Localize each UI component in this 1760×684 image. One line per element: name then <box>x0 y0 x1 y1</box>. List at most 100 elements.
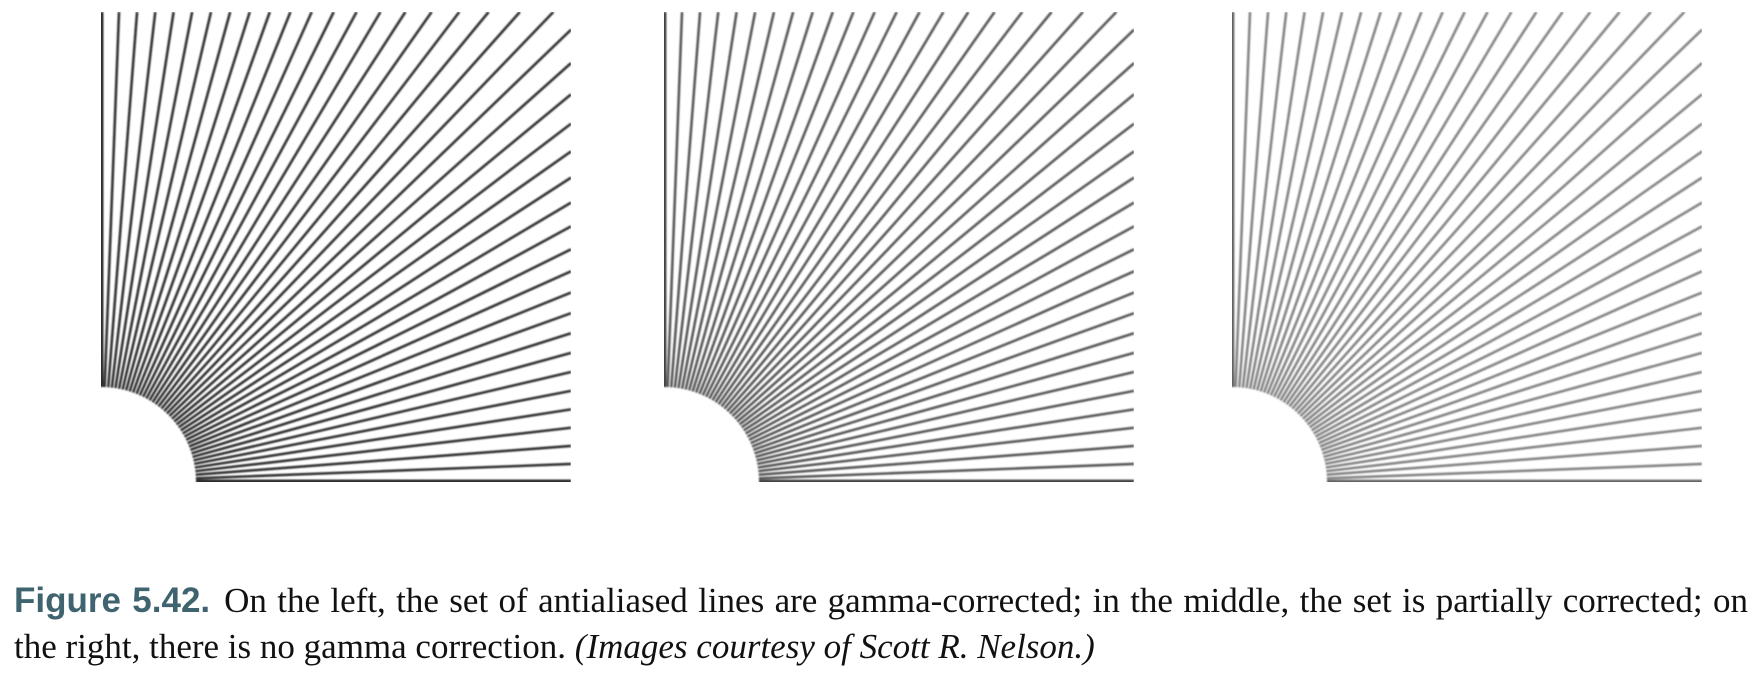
fan-line <box>195 462 571 480</box>
fan-line <box>680 12 757 389</box>
fan-line <box>1304 93 1702 423</box>
fan-line <box>173 93 571 423</box>
fan-line <box>744 201 1134 435</box>
fan-line <box>177 150 571 429</box>
fan-line <box>128 12 251 392</box>
caption-credit: (Images courtesy of Scott R. Nelson.) <box>574 627 1095 666</box>
fan-line <box>1241 12 1288 388</box>
fan-line <box>694 12 835 394</box>
fan-line <box>1269 12 1444 396</box>
fan-line <box>121 12 213 390</box>
fan-line <box>193 370 571 462</box>
fan-line <box>734 62 1134 420</box>
fan-line <box>183 225 571 438</box>
fan-line <box>1299 28 1702 418</box>
fan-line <box>717 12 996 406</box>
fan-line <box>743 176 1134 432</box>
antialiased-lines-no-correction <box>1232 12 1702 482</box>
fan-line <box>145 12 358 400</box>
fan-line <box>666 12 684 388</box>
figure-caption: Figure 5.42. On the left, the set of anti… <box>14 578 1748 670</box>
fan-line <box>1234 12 1252 388</box>
fan-line <box>191 332 571 455</box>
fan-line <box>751 291 1134 448</box>
fan-line <box>1294 12 1652 412</box>
fan-line <box>714 12 970 403</box>
fan-line <box>138 12 313 396</box>
fan-line <box>181 201 571 435</box>
fan-line <box>180 176 571 432</box>
fan-line <box>731 28 1134 418</box>
fan-line <box>736 93 1134 423</box>
fan-line <box>1312 201 1702 435</box>
fan-line <box>752 311 1134 452</box>
fan-line <box>124 12 232 391</box>
fan-line <box>168 28 571 418</box>
fan-line <box>1326 462 1702 480</box>
fan-line <box>1252 12 1344 390</box>
fan-line <box>740 150 1134 429</box>
fan-line <box>151 12 407 403</box>
fan-line <box>188 291 571 448</box>
fan-line <box>698 12 855 395</box>
fan-line <box>738 122 1134 426</box>
fan-line <box>1311 176 1702 432</box>
fan-line <box>141 12 335 398</box>
fan-line <box>1320 311 1702 452</box>
fan-line <box>1318 270 1702 445</box>
fan-line <box>758 444 1134 477</box>
fan-line <box>1306 122 1702 426</box>
fan-line <box>157 12 461 408</box>
fan-line <box>1276 12 1489 400</box>
fan-line <box>195 426 571 473</box>
fan-line <box>1259 12 1382 392</box>
fan-line <box>1302 62 1702 420</box>
fan-line <box>1245 12 1306 389</box>
fan-line <box>684 12 776 390</box>
fan-line <box>1325 389 1702 466</box>
fan-line <box>1262 12 1403 394</box>
fan-line <box>1285 12 1564 406</box>
fan-line <box>757 408 1134 469</box>
fan-line <box>754 332 1134 455</box>
fan-line <box>704 12 898 398</box>
fan-line <box>701 12 876 396</box>
fan-line <box>194 408 571 469</box>
fan-line <box>1319 291 1702 448</box>
fan-line <box>106 12 139 388</box>
fan-line <box>1324 370 1702 462</box>
fan-line <box>175 122 571 426</box>
fan-line <box>677 12 738 389</box>
fan-line <box>1282 12 1538 403</box>
fan-line <box>756 370 1134 462</box>
fan-line <box>758 462 1134 480</box>
fan-line <box>189 311 571 452</box>
line-fan-middle <box>664 12 1134 482</box>
fan-line <box>748 248 1134 442</box>
fan-line <box>135 12 292 395</box>
fan-line <box>1323 351 1702 459</box>
antialiased-lines-gamma-corrected <box>101 12 571 482</box>
fan-line <box>1326 444 1702 477</box>
fan-line <box>171 62 571 420</box>
fan-line <box>758 426 1134 473</box>
fan-line <box>117 12 194 389</box>
line-fan-right <box>1232 12 1702 482</box>
fan-line <box>723 12 1053 410</box>
fan-line <box>148 12 382 402</box>
fan-line <box>1316 248 1702 442</box>
fan-line <box>131 12 272 394</box>
fan-line <box>1248 12 1325 389</box>
fan-line <box>726 12 1084 412</box>
fan-line <box>165 12 555 415</box>
fan-line <box>1325 408 1702 469</box>
fan-line <box>720 12 1024 408</box>
fan-line <box>1255 12 1363 391</box>
fan-line <box>728 12 1118 415</box>
fan-line <box>185 248 571 442</box>
fan-line <box>1308 150 1702 429</box>
fan-line <box>1296 12 1686 415</box>
caption-text: On the left, the set of antialiased line… <box>14 581 1748 666</box>
fan-line <box>669 12 702 388</box>
line-fan-left <box>101 12 571 482</box>
